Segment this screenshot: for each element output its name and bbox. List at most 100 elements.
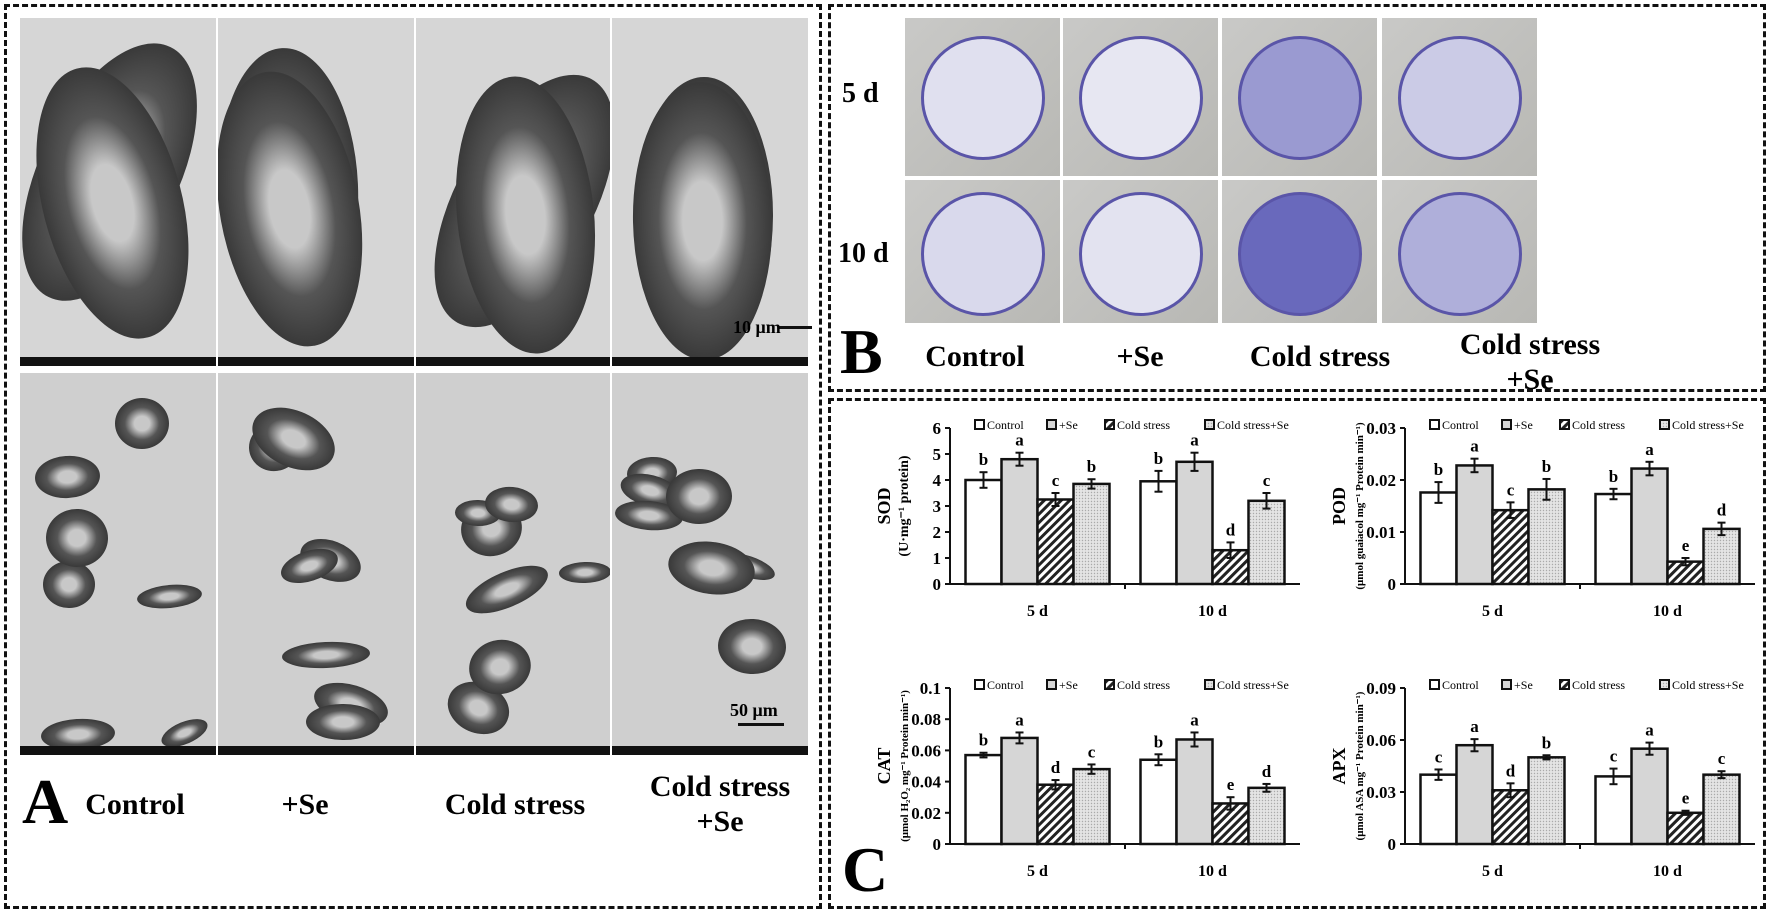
y-axis-title: APX bbox=[1329, 748, 1349, 785]
significance-letter: b bbox=[1154, 732, 1163, 751]
x-tick-label: 10 d bbox=[1198, 863, 1227, 880]
sod-chart: 0 1 2 3 4 5 6 SOD (U·mg⁻¹ protein) 5 d b a c b 10 d b a d… bbox=[874, 418, 1300, 620]
legend-label: Cold stress bbox=[1572, 678, 1625, 692]
significance-letter: b bbox=[1434, 460, 1443, 479]
significance-letter: a bbox=[1645, 721, 1654, 740]
row-label: 10 d bbox=[838, 238, 889, 269]
significance-letter: a bbox=[1645, 440, 1654, 459]
pod-chart: 0 0.01 0.02 0.03 POD (μmol guaiacol mg⁻¹ Prot… bbox=[1329, 418, 1755, 620]
significance-letter: a bbox=[1470, 717, 1479, 736]
legend-swatch bbox=[1429, 419, 1440, 430]
significance-letter: c bbox=[1088, 742, 1096, 761]
leaf-disc bbox=[1079, 192, 1203, 316]
bar-cold-stress-se bbox=[1072, 767, 1111, 846]
legend-swatch bbox=[1659, 679, 1670, 690]
chloroplast bbox=[242, 395, 346, 484]
legend-swatch bbox=[1204, 679, 1215, 690]
leaf-disc bbox=[921, 36, 1045, 160]
bar-control bbox=[1139, 480, 1178, 586]
column-label: Cold stress bbox=[444, 788, 586, 821]
y-tick-label: 1 bbox=[933, 549, 942, 568]
tem-micrograph bbox=[218, 18, 416, 366]
significance-letter: e bbox=[1682, 536, 1690, 555]
column-label: +Se bbox=[1116, 340, 1164, 373]
leaf-disc-photo bbox=[1382, 180, 1537, 323]
y-tick-label: 0.03 bbox=[1366, 783, 1396, 802]
significance-letter: d bbox=[1226, 520, 1236, 539]
legend-swatch bbox=[1104, 679, 1115, 690]
panel-b-frame bbox=[828, 4, 1766, 392]
bar--se bbox=[1175, 460, 1214, 586]
leaf-disc bbox=[1398, 192, 1522, 316]
bar-cold-stress-se bbox=[1072, 482, 1111, 586]
legend-label: Cold stress+Se bbox=[1672, 678, 1744, 692]
legend-swatch bbox=[1501, 419, 1512, 430]
column-label: Cold stress +Se bbox=[1459, 328, 1601, 396]
legend-label: +Se bbox=[1059, 678, 1078, 692]
significance-letter: b bbox=[1087, 457, 1096, 476]
legend-label: Cold stress bbox=[1572, 418, 1625, 432]
significance-letter: c bbox=[1435, 747, 1443, 766]
scale-label: 10 μm bbox=[733, 317, 781, 337]
leaf-disc-photo bbox=[905, 18, 1060, 176]
panel-c-frame bbox=[828, 398, 1766, 909]
significance-letter: c bbox=[1507, 480, 1515, 499]
bar--se bbox=[1630, 747, 1669, 846]
column-label: Control bbox=[85, 788, 185, 821]
bar--se bbox=[1000, 736, 1039, 846]
y-tick-label: 0.02 bbox=[1366, 471, 1396, 490]
chloroplast bbox=[665, 467, 733, 525]
significance-letter: d bbox=[1262, 762, 1272, 781]
significance-letter: e bbox=[1682, 789, 1690, 808]
tem-micrograph bbox=[416, 18, 612, 366]
y-axis-title: POD bbox=[1329, 487, 1349, 525]
bar-cold-stress-se bbox=[1247, 499, 1286, 586]
tem-info-bar bbox=[416, 357, 610, 366]
legend-label: Cold stress+Se bbox=[1217, 418, 1289, 432]
chloroplast bbox=[716, 617, 787, 677]
legend-label: Cold stress+Se bbox=[1217, 678, 1289, 692]
y-tick-label: 0 bbox=[933, 575, 942, 594]
bar-cold-stress-se bbox=[1527, 488, 1566, 586]
significance-letter: a bbox=[1015, 431, 1024, 450]
y-axis-title: CAT bbox=[874, 748, 894, 785]
chloroplast bbox=[135, 581, 203, 611]
y-tick-label: 0 bbox=[933, 835, 942, 854]
legend-swatch bbox=[974, 679, 985, 690]
bar-cold-stress-se bbox=[1702, 527, 1741, 586]
significance-letter: d bbox=[1717, 501, 1727, 520]
bar--se bbox=[1000, 457, 1039, 586]
leaf-disc-photo bbox=[905, 180, 1060, 323]
column-label: Control bbox=[925, 340, 1025, 373]
y-tick-label: 0.04 bbox=[911, 773, 941, 792]
significance-letter: a bbox=[1190, 710, 1199, 729]
legend-label: Control bbox=[987, 418, 1024, 432]
legend-label: +Se bbox=[1514, 678, 1533, 692]
tem-micrograph bbox=[612, 373, 810, 755]
significance-letter: c bbox=[1610, 747, 1618, 766]
column-label: +Se bbox=[281, 788, 329, 821]
y-axis-unit: (μmol ASA mg⁻¹ Protein min⁻¹) bbox=[1354, 691, 1366, 840]
chloroplast bbox=[218, 59, 383, 359]
legend-label: Control bbox=[987, 678, 1024, 692]
bar-control bbox=[1419, 773, 1458, 846]
column-label: Cold stress +Se bbox=[649, 770, 791, 838]
significance-letter: b bbox=[1154, 449, 1163, 468]
tem-info-bar bbox=[612, 746, 808, 755]
significance-letter: c bbox=[1718, 749, 1726, 768]
y-tick-label: 0 bbox=[1388, 575, 1397, 594]
x-tick-label: 5 d bbox=[1482, 863, 1503, 880]
chloroplast bbox=[44, 507, 110, 569]
chloroplast bbox=[305, 703, 380, 741]
y-tick-label: 4 bbox=[933, 471, 942, 490]
chloroplast bbox=[664, 536, 759, 601]
leaf-disc bbox=[1398, 36, 1522, 160]
legend-label: Cold stress+Se bbox=[1672, 418, 1744, 432]
legend-swatch bbox=[974, 419, 985, 430]
bar-cold-stress bbox=[1036, 498, 1075, 586]
x-tick-label: 5 d bbox=[1027, 863, 1048, 880]
x-tick-label: 5 d bbox=[1027, 603, 1048, 620]
significance-letter: c bbox=[1052, 471, 1060, 490]
panel-letter-b: B bbox=[840, 316, 883, 387]
